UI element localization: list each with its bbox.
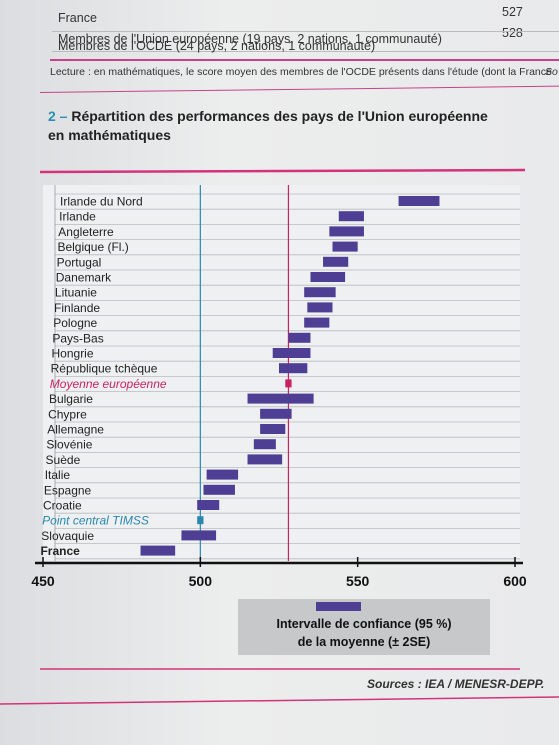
category-label: Espagne	[44, 483, 92, 497]
interval-bar	[285, 379, 292, 388]
x-tick-label: 600	[503, 573, 527, 589]
category-label: Pays-Bas	[52, 331, 103, 345]
figure-number: 2 –	[48, 108, 68, 124]
category-label: Finlande	[54, 301, 100, 315]
table-divider	[52, 31, 559, 32]
interval-bar	[260, 424, 286, 434]
reading-note: Lecture : en mathématiques, le score moy…	[50, 66, 552, 78]
summary-row-oecd: Membres de l'OCDE (24 pays, 2 nations, 1…	[58, 39, 558, 53]
category-label: Point central TIMSS	[42, 514, 149, 528]
interval-bar	[140, 545, 176, 556]
interval-bar	[247, 454, 283, 465]
category-label: Belgique (Fl.)	[57, 240, 128, 254]
table-divider	[52, 51, 559, 52]
interval-bar	[272, 348, 311, 358]
category-label: Chypre	[48, 407, 87, 421]
category-label: France	[40, 544, 80, 558]
x-tick-label: 450	[31, 573, 55, 589]
interval-bar	[197, 500, 220, 510]
interval-bar	[304, 317, 330, 328]
category-label: Croatie	[43, 499, 82, 513]
interval-bar	[288, 332, 311, 343]
interval-bar	[247, 393, 314, 404]
interval-bar	[203, 484, 235, 495]
interval-bar	[279, 363, 308, 374]
figure-title-line2: en mathématiques	[48, 127, 171, 143]
category-label: Bulgarie	[49, 392, 93, 406]
category-label: Slovénie	[46, 438, 92, 452]
category-label: Lituanie	[55, 286, 97, 300]
interval-bar	[310, 272, 346, 282]
category-label: Slovaquie	[41, 529, 94, 543]
x-tick-label: 550	[346, 573, 370, 589]
legend-box	[238, 599, 490, 655]
category-label: Moyenne européenne	[50, 377, 167, 391]
summary-row-value: 527	[502, 5, 523, 19]
category-label: Suède	[46, 453, 81, 467]
category-label: Portugal	[57, 255, 102, 269]
category-label: Hongrie	[52, 347, 94, 361]
table-bottom-rule	[50, 59, 559, 61]
x-tick-label: 500	[189, 573, 213, 589]
summary-row-france: France 527	[58, 5, 558, 25]
category-label: Allemagne	[47, 423, 104, 437]
category-label: Pologne	[53, 316, 97, 330]
interval-bar	[307, 302, 333, 313]
summary-row-label: France	[58, 11, 97, 25]
figure-title-line1: Répartition des performances des pays de…	[71, 108, 488, 124]
interval-bar	[304, 287, 336, 298]
category-label: Irlande	[59, 210, 96, 224]
interval-bar	[181, 530, 217, 541]
interval-bar	[253, 439, 276, 450]
legend-label-line2: de la moyenne (± 2SE)	[298, 635, 431, 649]
interval-bar	[197, 516, 204, 525]
interval-bar	[323, 256, 349, 267]
interval-bar	[338, 211, 364, 222]
interval-bar	[332, 241, 358, 252]
reading-note-tail: So	[545, 66, 558, 78]
category-label: Italie	[45, 468, 71, 482]
page-bottom-rule	[0, 696, 559, 705]
category-label: République tchèque	[51, 362, 158, 376]
interval-bar	[260, 408, 292, 419]
category-label: Irlande du Nord	[60, 195, 143, 209]
chart-top-rule	[39, 168, 526, 174]
category-label: Danemark	[56, 271, 112, 285]
interval-bar	[206, 469, 239, 480]
interval-bar	[329, 226, 364, 237]
legend-swatch	[316, 602, 361, 611]
sources-note: Sources : IEA / MENESR-DEPP.	[367, 677, 545, 691]
summary-row-label: Membres de l'OCDE (24 pays, 2 nations, 1…	[58, 39, 376, 53]
summary-row-label: Membres de l'Union européenne (19 pays, …	[58, 32, 442, 46]
category-label: Angleterre	[58, 225, 114, 239]
summary-row-eu: Membres de l'Union européenne (19 pays, …	[58, 26, 558, 46]
interval-bar	[398, 196, 440, 206]
legend-label-line1: Intervalle de confiance (95 %)	[276, 617, 451, 631]
figure-title: 2 – Répartition des performances des pay…	[48, 107, 488, 145]
summary-row-value: 528	[502, 26, 523, 40]
